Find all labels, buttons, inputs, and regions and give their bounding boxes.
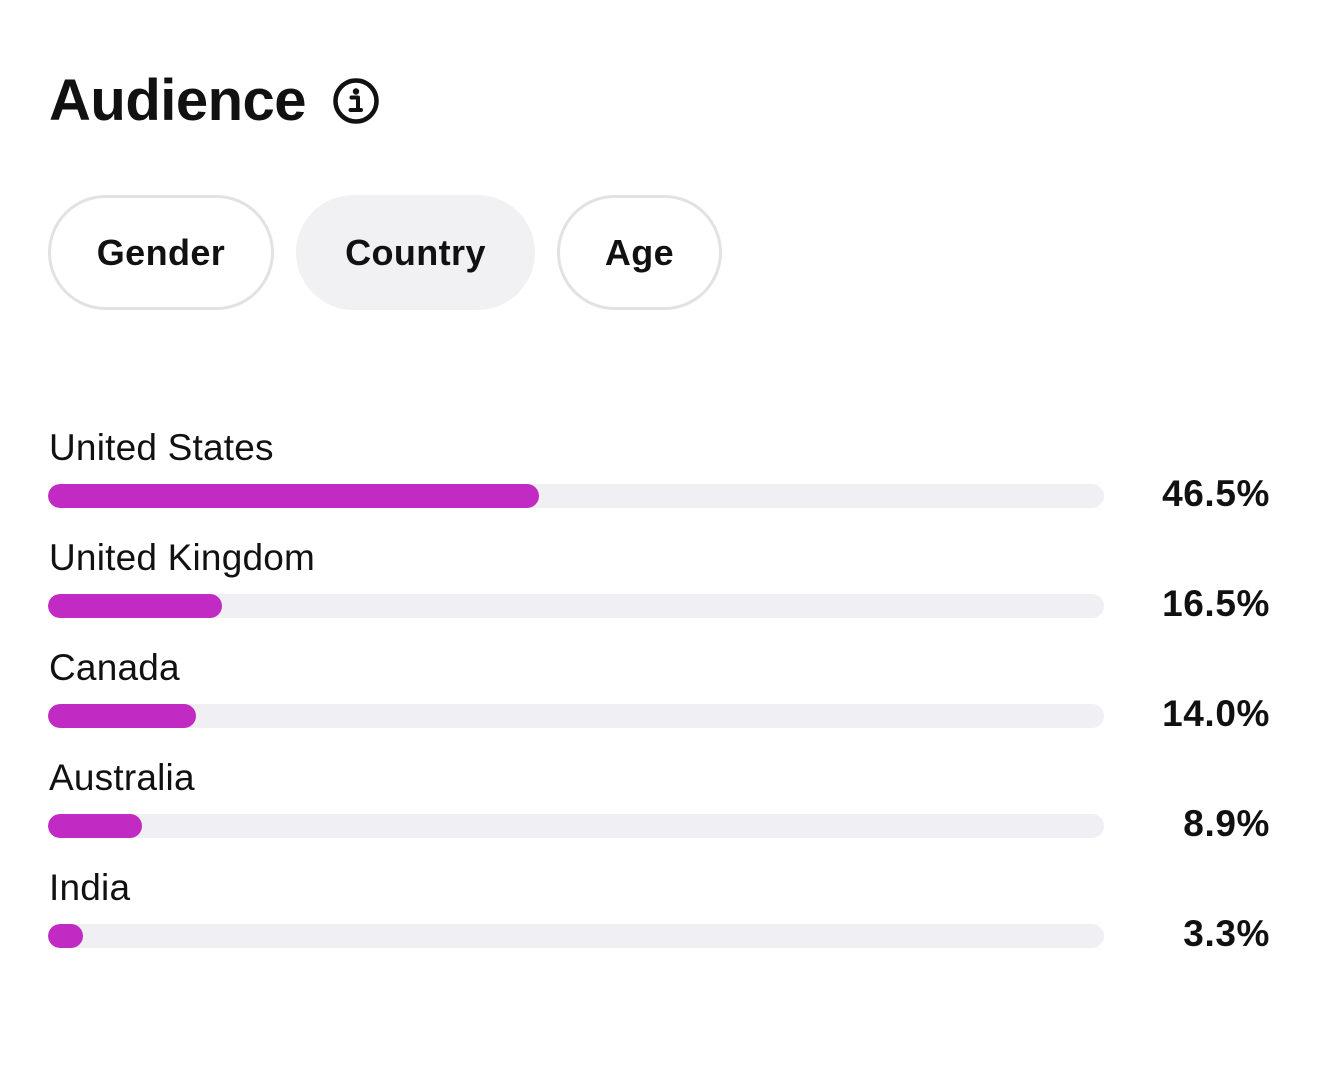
list-item: Canada 14.0% (0, 645, 1320, 755)
audience-header: Audience (49, 66, 380, 136)
progress-fill (48, 814, 142, 838)
progress-track (48, 814, 1104, 838)
progress-fill (48, 484, 540, 508)
progress-track (48, 704, 1104, 728)
list-item: United States 46.5% (0, 425, 1320, 535)
progress-track (48, 484, 1104, 508)
tab-gender[interactable]: Gender (48, 195, 274, 310)
country-name: United States (49, 427, 274, 468)
country-name: Canada (49, 647, 180, 688)
tab-country[interactable]: Country (296, 195, 535, 310)
tab-age[interactable]: Age (557, 195, 722, 310)
progress-fill (48, 594, 223, 618)
country-name: Australia (49, 757, 195, 798)
country-list: United States 46.5% United Kingdom 16.5%… (0, 425, 1320, 975)
country-name: India (49, 867, 131, 908)
progress-fill (48, 704, 196, 728)
country-percentage: 16.5% (1162, 583, 1270, 624)
list-item: United Kingdom 16.5% (0, 535, 1320, 645)
country-percentage: 14.0% (1162, 693, 1270, 734)
progress-track (48, 594, 1104, 618)
progress-track (48, 924, 1104, 948)
country-percentage: 3.3% (1183, 913, 1270, 954)
audience-tabs: Gender Country Age (48, 195, 722, 310)
page-title: Audience (49, 68, 307, 133)
progress-fill (48, 924, 83, 948)
country-percentage: 46.5% (1162, 473, 1270, 514)
country-name: United Kingdom (49, 537, 316, 578)
country-percentage: 8.9% (1183, 803, 1270, 844)
list-item: India 3.3% (0, 865, 1320, 975)
list-item: Australia 8.9% (0, 755, 1320, 865)
info-icon[interactable] (332, 77, 380, 125)
